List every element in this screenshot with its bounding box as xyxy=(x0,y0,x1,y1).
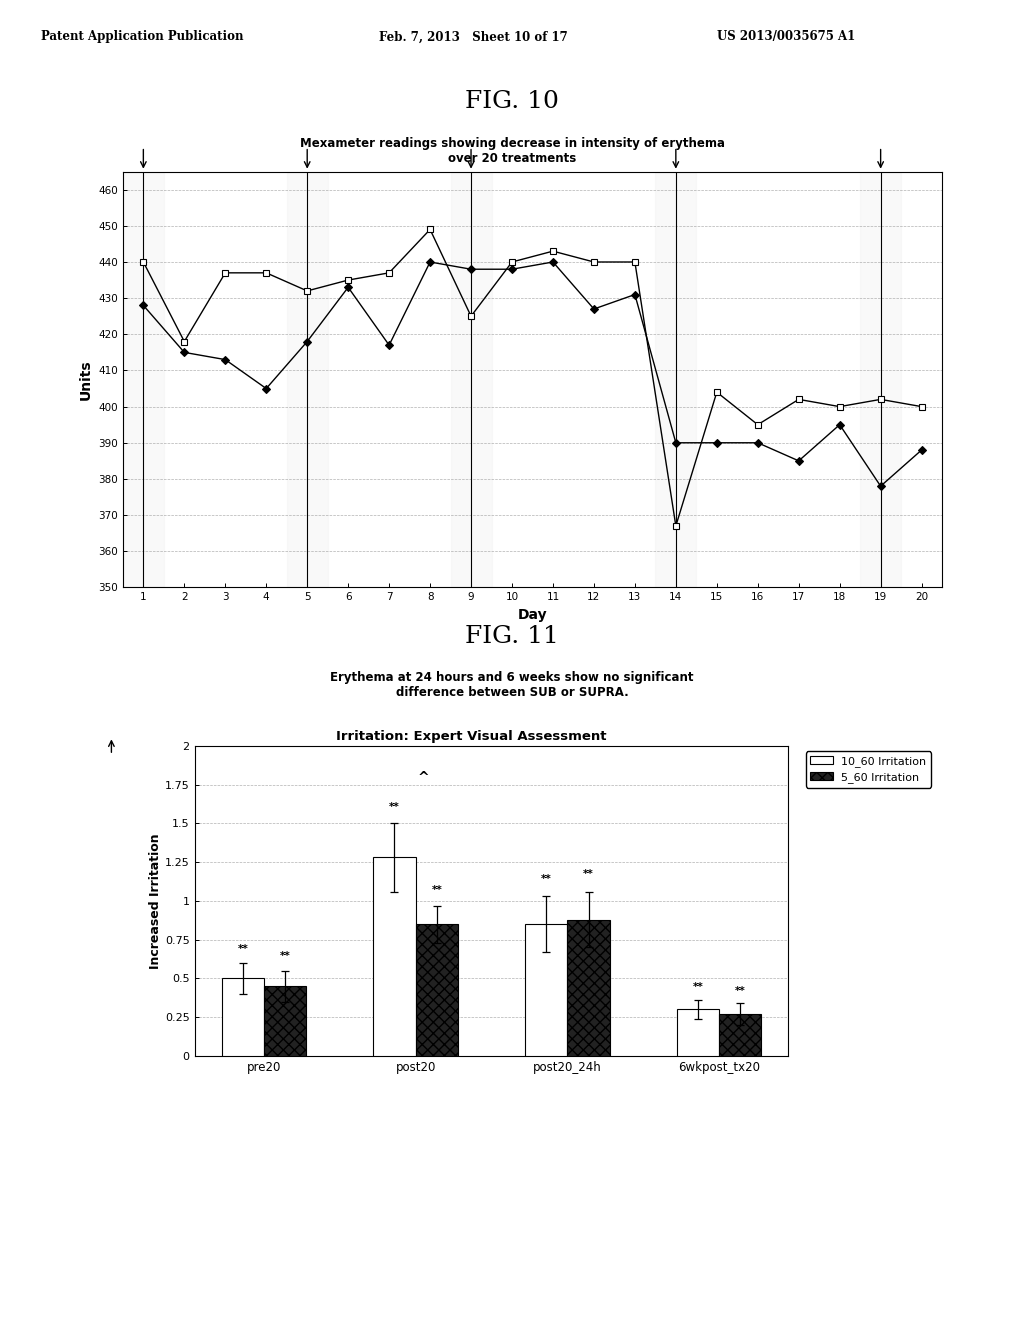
Bar xyxy=(451,172,492,587)
Text: **: ** xyxy=(280,952,291,961)
Bar xyxy=(221,978,264,1056)
Text: US 2013/0035675 A1: US 2013/0035675 A1 xyxy=(717,30,855,44)
Y-axis label: Units: Units xyxy=(79,359,93,400)
Text: Erythema at 24 hours and 6 weeks show no significant
difference between SUB or S: Erythema at 24 hours and 6 weeks show no… xyxy=(331,671,693,698)
Text: Feb. 7, 2013   Sheet 10 of 17: Feb. 7, 2013 Sheet 10 of 17 xyxy=(379,30,567,44)
Text: **: ** xyxy=(692,982,703,993)
Text: Mexameter readings showing decrease in intensity of erythema
over 20 treatments: Mexameter readings showing decrease in i… xyxy=(299,137,725,165)
Text: **: ** xyxy=(584,869,594,879)
Text: ^: ^ xyxy=(418,771,429,784)
Text: **: ** xyxy=(541,874,552,884)
Bar xyxy=(655,172,696,587)
Bar xyxy=(860,172,901,587)
Text: FIG. 10: FIG. 10 xyxy=(465,90,559,114)
Legend: 10_60 Irritation, 5_60 Irritation: 10_60 Irritation, 5_60 Irritation xyxy=(806,751,931,788)
Bar xyxy=(373,858,416,1056)
Text: **: ** xyxy=(735,986,745,995)
Text: **: ** xyxy=(431,884,442,895)
Text: **: ** xyxy=(389,803,399,813)
Text: Irritation: Expert Visual Assessment: Irritation: Expert Visual Assessment xyxy=(336,730,606,743)
Bar xyxy=(677,1010,719,1056)
Bar xyxy=(264,986,306,1056)
Text: Patent Application Publication: Patent Application Publication xyxy=(41,30,244,44)
Bar xyxy=(123,172,164,587)
Bar xyxy=(567,920,610,1056)
Bar xyxy=(416,924,458,1056)
Bar xyxy=(287,172,328,587)
Bar xyxy=(719,1014,762,1056)
Text: FIG. 11: FIG. 11 xyxy=(465,624,559,648)
Text: **: ** xyxy=(238,944,248,953)
X-axis label: Day: Day xyxy=(518,607,547,622)
Y-axis label: Increased Irritation: Increased Irritation xyxy=(150,833,162,969)
Bar xyxy=(525,924,567,1056)
